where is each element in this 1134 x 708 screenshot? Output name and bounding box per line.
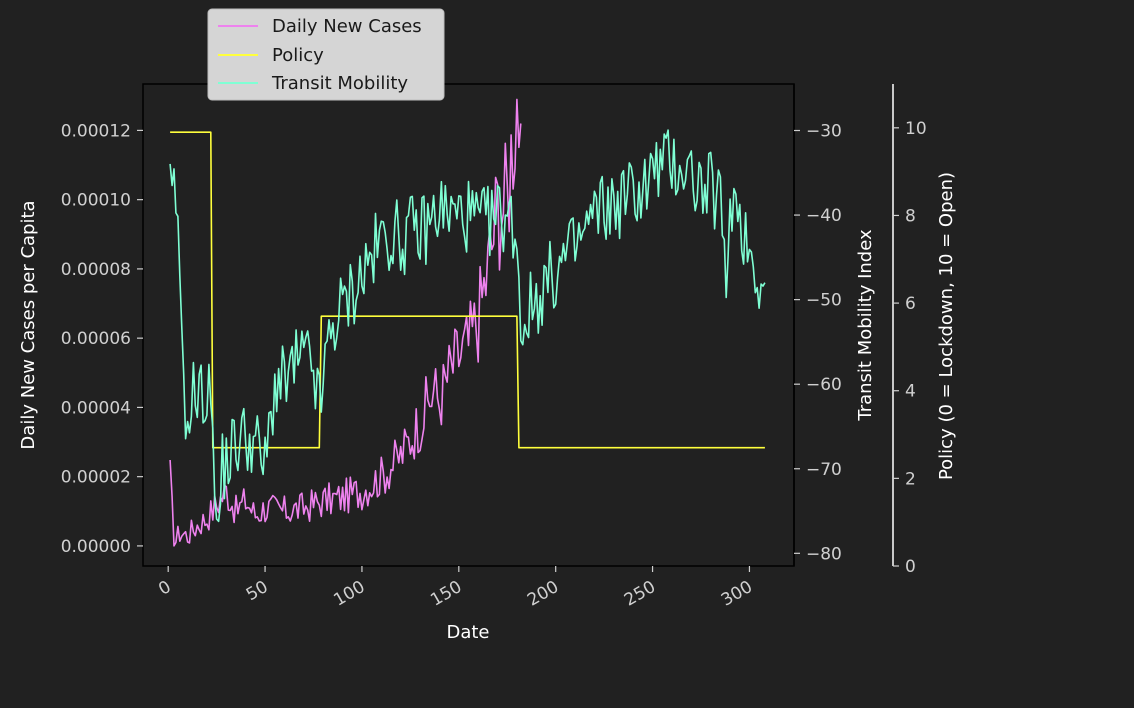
y-left-tick-label: 0.00002 <box>61 468 131 488</box>
y-left-ticks: 0.00000 0.00002 0.00004 0.00006 0.00008 0.000… <box>61 121 143 557</box>
y-right-tick-label: −50 <box>806 291 842 311</box>
y-left-tick-label: 0.00006 <box>61 329 131 349</box>
series-layer <box>169 98 766 547</box>
y-right-tick-label: −40 <box>806 206 842 226</box>
legend-label-daily-new-cases: Daily New Cases <box>272 16 422 37</box>
y-axis-right: −30 −40 −50 −60 −70 −80 Transit Mobility Inde… <box>793 84 876 566</box>
y-left-tick-label: 0.00000 <box>61 537 131 557</box>
legend: Daily New Cases Policy Transit Mobility <box>207 8 445 101</box>
legend-label-policy: Policy <box>272 45 324 66</box>
y-axis-left: 0.00000 0.00002 0.00004 0.00006 0.00008 0.000… <box>18 121 143 557</box>
y-left-axis-label: Daily New Cases per Capita <box>18 200 39 449</box>
y-right-ticks: −30 −40 −50 −60 −70 −80 <box>794 122 842 564</box>
y-right2-tick-label: 6 <box>905 294 916 314</box>
legend-label-transit-mobility: Transit Mobility <box>271 73 408 94</box>
y-left-tick-label: 0.00004 <box>61 398 131 418</box>
y-left-tick-label: 0.00010 <box>61 191 131 211</box>
y-left-tick-label: 0.00012 <box>61 121 131 141</box>
y-right2-tick-label: 2 <box>905 469 916 489</box>
y-right-tick-label: −70 <box>806 460 842 480</box>
y-right2-tick-label: 4 <box>905 382 916 402</box>
series-line-daily-new-cases <box>169 98 522 547</box>
y-right2-axis-label: Policy (0 = Lockdown, 10 = Open) <box>936 172 957 480</box>
legend-box <box>207 8 445 101</box>
y-right2-ticks: 0 2 4 6 8 10 <box>893 119 927 577</box>
y-right2-tick-label: 10 <box>905 119 927 139</box>
x-axis-label: Date <box>446 622 489 643</box>
y-right-tick-label: −30 <box>806 122 842 142</box>
y-left-tick-label: 0.00008 <box>61 260 131 280</box>
y-right-tick-label: −60 <box>806 375 842 395</box>
y-right-tick-label: −80 <box>806 544 842 564</box>
y-right-axis-label: Transit Mobility Index <box>855 229 876 422</box>
series-line-transit-mobility <box>169 129 766 523</box>
y-axis-right2: 0 2 4 6 8 10 Policy (0 = Lockdown, 10 = Open) <box>892 84 957 577</box>
y-right2-tick-label: 0 <box>905 557 916 577</box>
y-right2-tick-label: 8 <box>905 206 916 226</box>
